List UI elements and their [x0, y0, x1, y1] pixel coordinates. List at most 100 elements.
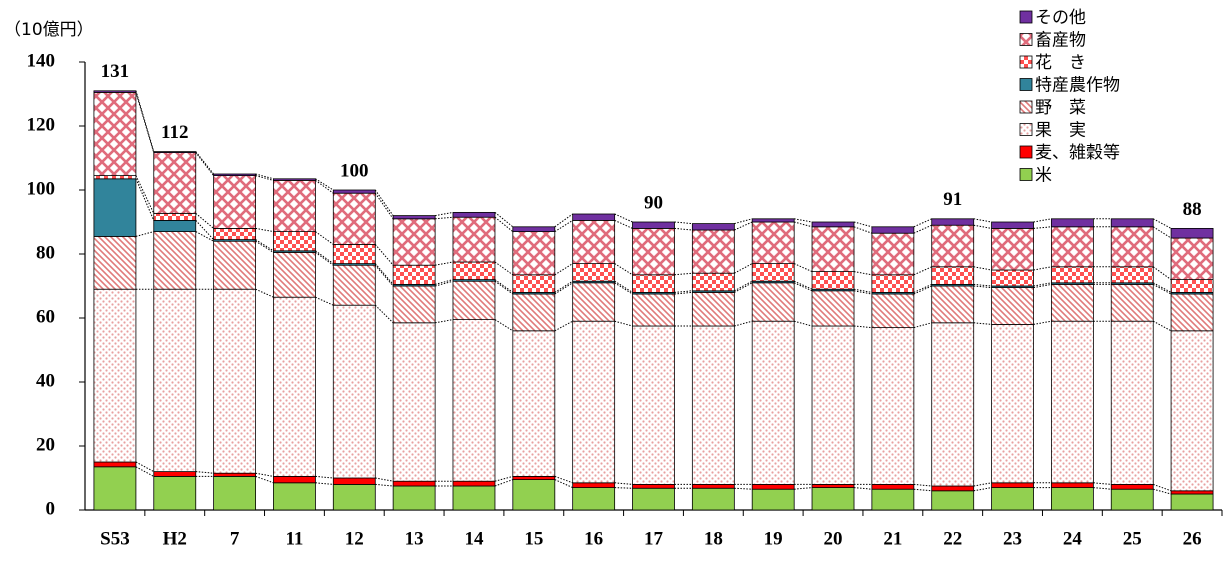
bar-segment — [93, 288, 137, 463]
bar-segment — [931, 266, 975, 285]
connector — [853, 271, 872, 276]
bar-segment — [332, 243, 376, 264]
x-tick-label: 12 — [345, 528, 364, 549]
connector — [853, 288, 872, 293]
x-tick-label: 20 — [824, 528, 843, 549]
connector — [375, 483, 394, 487]
bar-segment — [1110, 488, 1154, 511]
bar-segment — [452, 480, 496, 487]
bar-segment — [691, 272, 735, 292]
connector — [853, 226, 873, 234]
bar-segment — [991, 227, 1034, 271]
bar-segment — [811, 487, 855, 511]
connector — [853, 325, 872, 329]
connector — [494, 261, 514, 276]
x-tick-label: 22 — [943, 528, 962, 549]
bar-segment — [1170, 237, 1214, 280]
bar-segment — [273, 482, 316, 511]
legend-label: 花 き — [1035, 53, 1086, 73]
connector — [913, 218, 932, 228]
connector — [793, 263, 813, 273]
bar-segment — [213, 173, 257, 177]
y-tick-label: 120 — [27, 114, 56, 135]
bar-segment — [871, 488, 915, 511]
connector — [853, 487, 872, 490]
x-tick-label: 15 — [524, 528, 543, 549]
bar-segment — [572, 213, 616, 221]
connector — [494, 319, 514, 332]
connector — [315, 178, 334, 191]
bar-segment — [991, 323, 1034, 484]
bar-segment — [1170, 293, 1214, 332]
bar-segment — [1050, 266, 1094, 284]
bar-segment — [871, 483, 915, 490]
bar-segment — [1110, 483, 1154, 490]
connector — [315, 231, 334, 245]
bar-segment — [1170, 493, 1214, 511]
connector — [1152, 283, 1172, 295]
connector — [135, 466, 155, 477]
legend-swatch — [1019, 145, 1033, 159]
bar-segment — [632, 274, 675, 293]
connector — [734, 487, 753, 490]
bar-segment — [991, 482, 1034, 488]
bar-segment — [273, 178, 316, 181]
connector — [435, 280, 454, 287]
bar-segment — [991, 269, 1034, 287]
bar-segment — [572, 263, 616, 282]
bar-segment — [392, 285, 436, 324]
connector — [315, 179, 334, 194]
bar-segment — [512, 274, 556, 293]
x-tick-label: 26 — [1183, 528, 1202, 549]
connector — [554, 219, 573, 233]
connector — [554, 263, 573, 276]
bar-segment — [751, 282, 795, 322]
bar-segment — [1110, 226, 1154, 268]
connector — [1033, 282, 1052, 287]
connector — [554, 213, 573, 228]
bar-segment — [213, 175, 257, 229]
connector — [494, 216, 514, 232]
x-tick-label: 11 — [285, 528, 303, 549]
connector — [1093, 487, 1112, 490]
total-label: 131 — [101, 61, 130, 82]
bar-segment — [751, 488, 795, 511]
connector — [614, 213, 633, 223]
connector — [195, 212, 214, 229]
bar-segment — [1170, 490, 1214, 495]
legend-label: 麦、雑穀等 — [1035, 143, 1120, 163]
bar-segment — [572, 320, 616, 484]
connector — [614, 263, 633, 276]
bar-segment — [811, 290, 855, 327]
connector — [1033, 226, 1052, 229]
connector — [554, 280, 573, 293]
connector — [794, 221, 813, 228]
bar-segment — [273, 296, 316, 477]
bar-segment — [153, 288, 197, 473]
bar-segment — [1170, 330, 1214, 492]
bar-segment — [332, 304, 376, 479]
connector — [614, 219, 633, 229]
bar-segment — [153, 152, 197, 214]
bar-segment — [213, 472, 257, 477]
connector — [1033, 266, 1052, 271]
connector — [734, 263, 753, 274]
connector — [734, 218, 753, 225]
bar-segment — [811, 226, 855, 273]
connector — [374, 304, 394, 324]
connector — [135, 92, 155, 153]
legend-swatch — [1019, 100, 1033, 114]
bar-segment — [991, 221, 1034, 229]
bar-segment — [452, 211, 496, 218]
bar-segment — [1110, 218, 1154, 228]
connector — [315, 475, 334, 479]
connector — [973, 322, 992, 325]
total-label: 88 — [1183, 199, 1202, 220]
connector — [255, 475, 274, 484]
x-tick-label: 21 — [883, 528, 902, 549]
bar-segment — [93, 175, 137, 180]
bar-segment — [213, 227, 257, 240]
connector — [614, 320, 633, 327]
bar-segment — [332, 192, 376, 245]
connector — [135, 461, 155, 473]
